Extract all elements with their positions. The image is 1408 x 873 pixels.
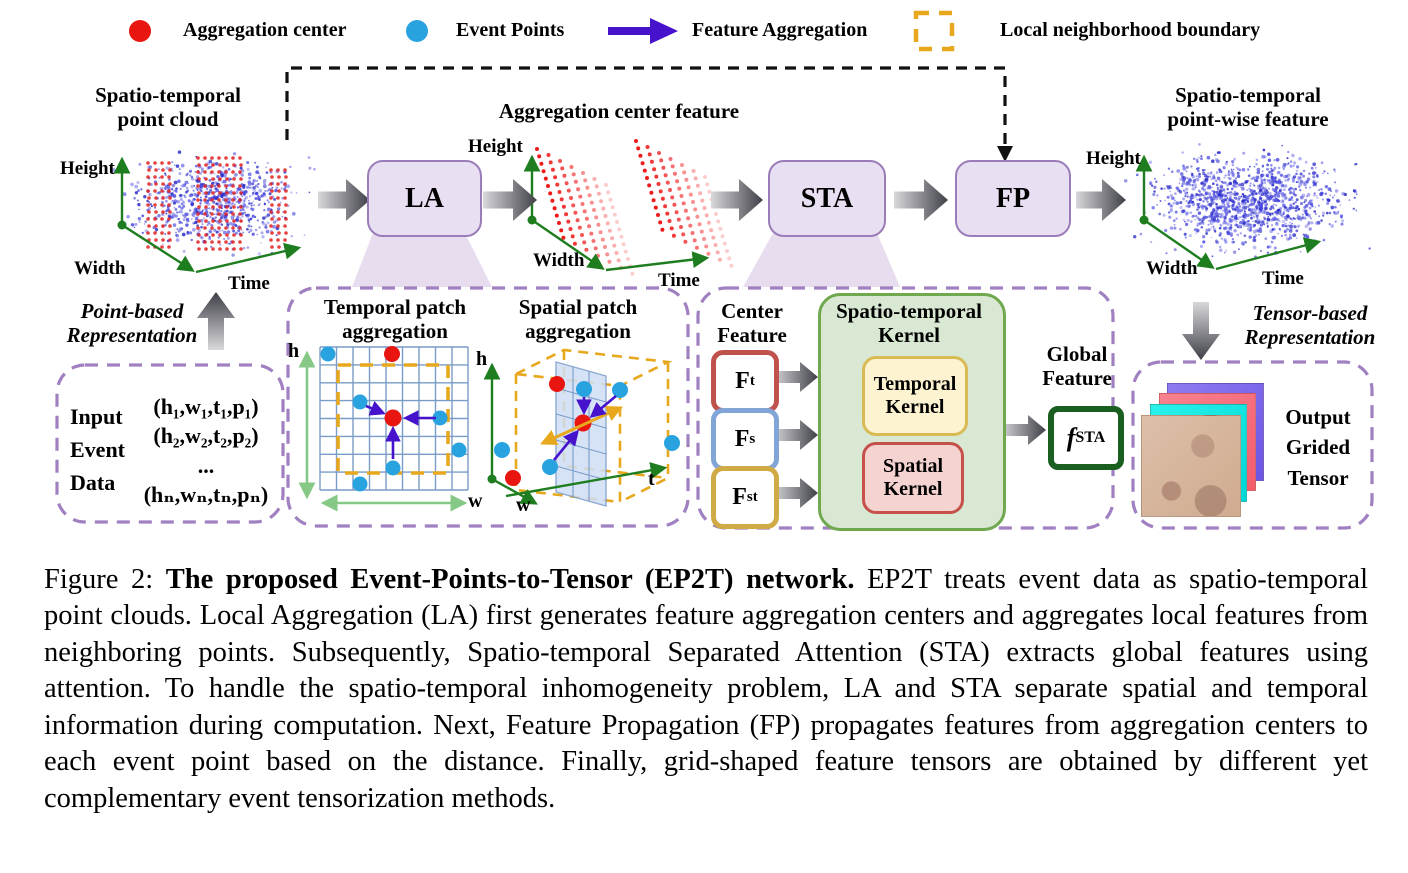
- axis-width-left: Width: [74, 258, 126, 279]
- diagram-canvas: [55, 10, 1374, 530]
- caption-body: EP2T treats event data as spatio-tempora…: [44, 564, 1368, 814]
- point-cloud-scatter: [111, 139, 1371, 276]
- tensor-based-label: Tensor-based Representation: [1244, 301, 1376, 349]
- skip-arrowhead-icon: [997, 146, 1013, 162]
- temporal-extent-arrow: [539, 405, 624, 446]
- axis-width-mid: Width: [533, 250, 585, 271]
- axis-height-left: Height: [60, 158, 115, 179]
- input-event-data-label: Input Event Data: [70, 404, 125, 495]
- spatio-temporal-kernel-title: Spatio-temporal Kernel: [836, 299, 982, 347]
- hw-extent-arrows: [298, 350, 468, 512]
- spatial-patch-title: Spatial patch aggregation: [518, 295, 638, 343]
- event-tuples: (h₁,w₁,t₁,p₁) (h₂,w₂,t₂,p₂) ... (hₙ,wₙ,tₙ,…: [143, 394, 269, 507]
- fp-label: FP: [995, 182, 1031, 214]
- legend-label-aggregation-center: Aggregation center: [183, 19, 347, 41]
- axis-t-3d: t: [648, 468, 655, 490]
- output-tensor-box: [1131, 360, 1374, 530]
- axis-height-right: Height: [1086, 148, 1141, 169]
- caption-figure-label: Figure 2:: [44, 564, 166, 595]
- point-based-label: Point-based Representation: [66, 299, 198, 347]
- aggregation-center-2d: [384, 409, 402, 427]
- axis-w-3d: w: [516, 494, 531, 516]
- legend-blue-dot-icon: [406, 20, 428, 42]
- center-feature-label: Center Feature: [717, 299, 787, 347]
- legend-symbols: [129, 10, 955, 52]
- fp-block: FP: [955, 160, 1071, 237]
- legend-label-neighborhood-boundary: Local neighborhood boundary: [1000, 19, 1261, 41]
- temporal-patch-title: Temporal patch aggregation: [323, 295, 467, 343]
- event-points-2d: [320, 346, 467, 492]
- axis-width-right: Width: [1146, 258, 1198, 279]
- flow-arrows: [197, 179, 1220, 508]
- legend-red-dot-icon: [129, 20, 151, 42]
- axis-time-right: Time: [1262, 268, 1304, 289]
- input-cloud-axes: [113, 156, 302, 274]
- agg-feature-axes: [523, 154, 710, 272]
- axis-height-mid: Height: [468, 136, 523, 157]
- skip-connection-line: [285, 66, 1013, 162]
- event-points-3d: [494, 381, 680, 475]
- output-cloud-title: Spatio-temporal point-wise feature: [1167, 83, 1329, 131]
- sta-callout-trapezoid: [743, 233, 900, 287]
- input-event-data-box: [55, 363, 285, 524]
- feature-aggregation-arrows-3d: [552, 395, 617, 461]
- axis-h-3d: h: [476, 348, 488, 370]
- legend-dashed-box-icon: [913, 10, 955, 52]
- hwt-axes: [483, 362, 668, 505]
- la-label: LA: [405, 182, 444, 214]
- temporal-patch-diagram: [298, 346, 469, 512]
- feature-aggregation-arrows-2d: [365, 401, 436, 459]
- spatial-kernel-box: Spatial Kernel: [862, 442, 964, 514]
- axis-time-mid: Time: [658, 270, 700, 291]
- temporal-kernel-box: Temporal Kernel: [862, 356, 968, 436]
- output-grided-tensor-label: Output Grided Tensor: [1285, 405, 1351, 490]
- agg-feature-title: Aggregation center feature: [498, 99, 740, 123]
- la-block: LA: [367, 160, 482, 237]
- legend-label-feature-aggregation: Feature Aggregation: [692, 19, 868, 41]
- global-feature-label: Global Feature: [1042, 342, 1112, 390]
- axis-h-2d: h: [288, 340, 300, 362]
- legend-purple-arrow-icon: [608, 18, 678, 44]
- sta-block: STA: [768, 160, 886, 237]
- spatial-patch-diagram: [483, 348, 680, 507]
- tensor-channel-front: [1141, 415, 1241, 517]
- output-cloud-axes: [1135, 154, 1322, 271]
- sta-label: STA: [800, 182, 854, 214]
- caption-bold-title: The proposed Event-Points-to-Tensor (EP2…: [165, 564, 855, 595]
- input-cloud-title: Spatio-temporal point cloud: [95, 83, 241, 131]
- axis-time-left: Time: [228, 273, 270, 294]
- la-callout-trapezoid: [352, 233, 492, 287]
- fsta-box: f STA: [1048, 406, 1124, 470]
- figure-caption: Figure 2: The proposed Event-Points-to-T…: [44, 562, 1368, 817]
- legend-label-event-points: Event Points: [456, 19, 565, 41]
- axis-w-2d: w: [468, 490, 483, 512]
